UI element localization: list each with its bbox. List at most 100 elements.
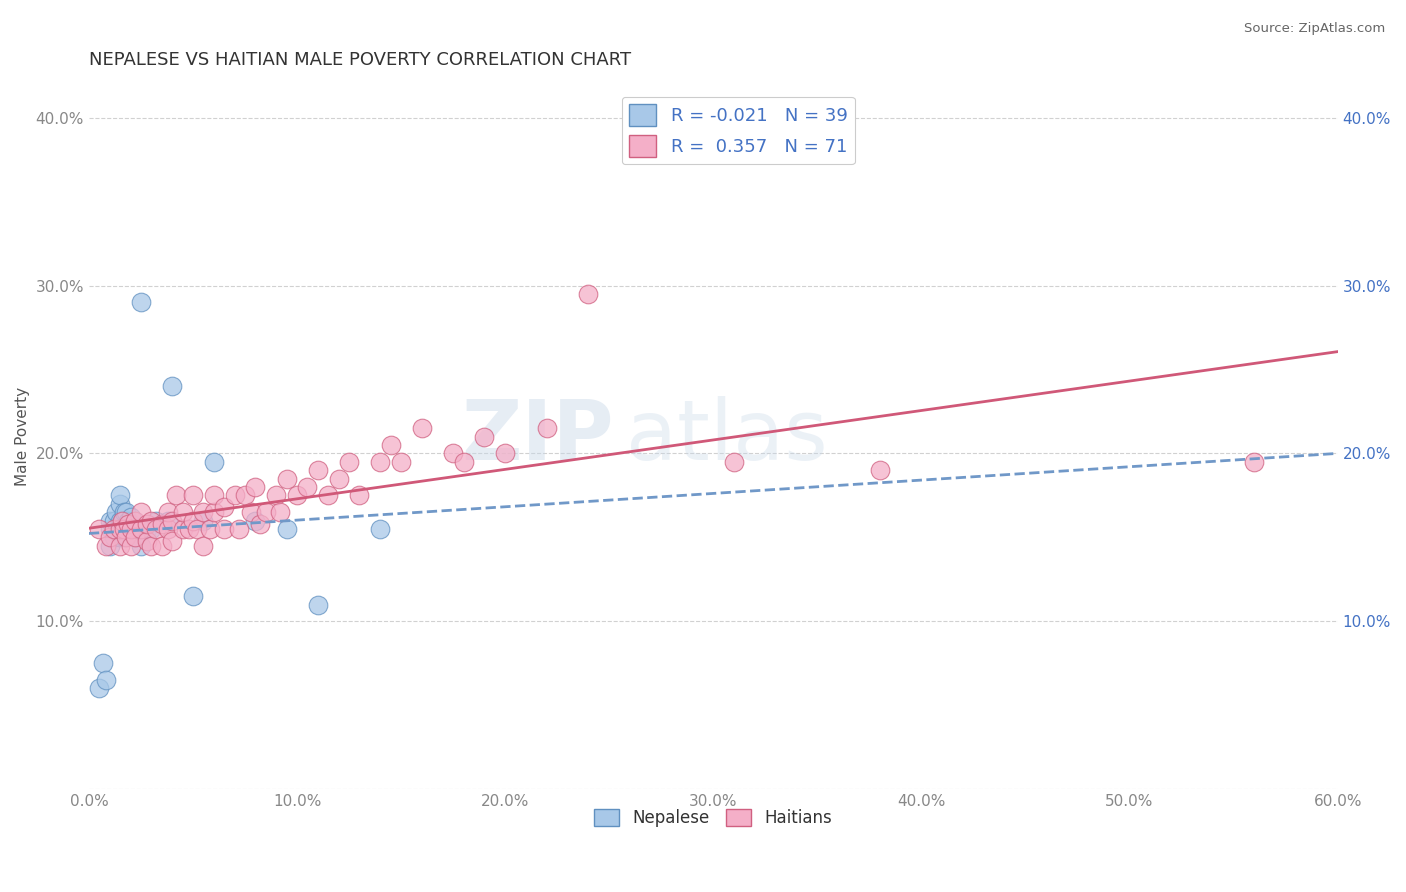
Point xyxy=(212,522,235,536)
Point xyxy=(124,530,146,544)
Point xyxy=(328,472,350,486)
Point xyxy=(94,539,117,553)
Point xyxy=(245,514,267,528)
Point xyxy=(108,488,131,502)
Point xyxy=(212,500,235,515)
Point xyxy=(136,533,159,548)
Point xyxy=(156,514,179,528)
Point xyxy=(193,505,215,519)
Point xyxy=(115,530,138,544)
Point xyxy=(98,530,121,544)
Y-axis label: Male Poverty: Male Poverty xyxy=(15,387,30,486)
Point xyxy=(297,480,319,494)
Point xyxy=(120,516,142,531)
Point xyxy=(103,522,125,536)
Point xyxy=(141,539,163,553)
Text: Source: ZipAtlas.com: Source: ZipAtlas.com xyxy=(1244,22,1385,36)
Point xyxy=(117,514,139,528)
Point xyxy=(202,488,225,502)
Point xyxy=(111,514,134,528)
Point xyxy=(150,539,173,553)
Point xyxy=(89,681,111,696)
Point xyxy=(186,522,208,536)
Point xyxy=(124,514,146,528)
Point xyxy=(411,421,433,435)
Point xyxy=(108,514,131,528)
Text: NEPALESE VS HAITIAN MALE POVERTY CORRELATION CHART: NEPALESE VS HAITIAN MALE POVERTY CORRELA… xyxy=(89,51,631,69)
Point xyxy=(869,463,891,477)
Point xyxy=(349,488,371,502)
Point xyxy=(228,522,250,536)
Point xyxy=(98,514,121,528)
Point xyxy=(307,463,329,477)
Point xyxy=(245,480,267,494)
Point xyxy=(160,533,183,548)
Point xyxy=(181,488,204,502)
Point xyxy=(240,505,263,519)
Point xyxy=(285,488,308,502)
Point xyxy=(576,287,599,301)
Point xyxy=(264,488,287,502)
Point xyxy=(453,455,475,469)
Point xyxy=(108,530,131,544)
Point xyxy=(172,522,194,536)
Point xyxy=(224,488,246,502)
Point xyxy=(389,455,412,469)
Point xyxy=(108,522,131,536)
Point xyxy=(202,505,225,519)
Point xyxy=(124,522,146,536)
Point xyxy=(156,505,179,519)
Point xyxy=(117,516,139,531)
Point xyxy=(160,379,183,393)
Point xyxy=(269,505,291,519)
Point xyxy=(112,530,135,544)
Point xyxy=(316,488,339,502)
Point xyxy=(380,438,402,452)
Point xyxy=(103,514,125,528)
Point xyxy=(111,522,134,536)
Point xyxy=(115,522,138,536)
Point xyxy=(193,539,215,553)
Point xyxy=(276,522,298,536)
Point xyxy=(129,295,152,310)
Point xyxy=(181,589,204,603)
Point xyxy=(160,514,183,528)
Point xyxy=(120,522,142,536)
Point xyxy=(198,522,221,536)
Point xyxy=(177,522,200,536)
Point xyxy=(536,421,558,435)
Point xyxy=(108,497,131,511)
Point xyxy=(104,505,127,519)
Point xyxy=(129,539,152,553)
Point xyxy=(129,505,152,519)
Point xyxy=(276,472,298,486)
Point xyxy=(368,455,391,469)
Point xyxy=(136,516,159,531)
Point xyxy=(94,673,117,687)
Point xyxy=(103,530,125,544)
Point xyxy=(472,430,495,444)
Point xyxy=(120,510,142,524)
Point xyxy=(202,455,225,469)
Text: ZIP: ZIP xyxy=(461,396,613,477)
Point xyxy=(254,505,277,519)
Point xyxy=(98,539,121,553)
Point xyxy=(111,514,134,528)
Point xyxy=(1243,455,1265,469)
Point xyxy=(494,446,516,460)
Point xyxy=(108,539,131,553)
Point xyxy=(165,488,187,502)
Point xyxy=(145,514,167,528)
Point xyxy=(441,446,464,460)
Point xyxy=(120,539,142,553)
Legend: Nepalese, Haitians: Nepalese, Haitians xyxy=(588,802,839,834)
Point xyxy=(368,522,391,536)
Point xyxy=(141,514,163,528)
Point xyxy=(93,657,115,671)
Point xyxy=(249,516,271,531)
Point xyxy=(337,455,360,469)
Point xyxy=(136,522,159,536)
Point xyxy=(129,522,152,536)
Point xyxy=(193,514,215,528)
Point xyxy=(141,522,163,536)
